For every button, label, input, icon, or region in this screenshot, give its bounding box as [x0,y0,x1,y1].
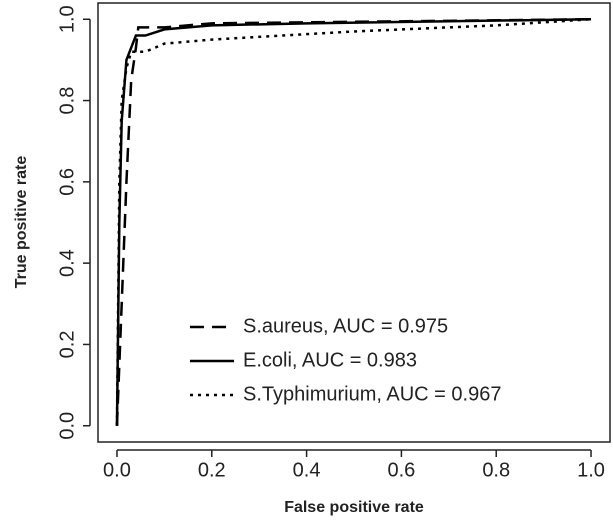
x-tick-label: 0.4 [293,459,321,481]
y-tick-label: 0.2 [56,331,78,359]
y-tick-label: 0.6 [56,168,78,196]
y-axis-label: True positive rate [13,156,30,289]
x-axis-label: False positive rate [284,499,424,516]
x-tick-label: 0.8 [482,459,510,481]
y-tick-label: 0.8 [56,87,78,115]
y-tick-label: 0.0 [56,412,78,440]
plot-frame [97,2,611,443]
x-tick-label: 0.6 [388,459,416,481]
legend-label: E.coli, AUC = 0.983 [243,349,417,371]
y-tick-label: 0.4 [56,249,78,277]
x-tick-label: 0.0 [103,459,131,481]
roc-curve [115,18,592,426]
y-tick-label: 1.0 [56,5,78,33]
x-tick-label: 1.0 [577,459,605,481]
legend-label: S.Typhimurium, AUC = 0.967 [243,383,501,405]
roc-curve [115,18,592,426]
legend-label: S.aureus, AUC = 0.975 [243,315,448,337]
x-tick-label: 0.2 [198,459,226,481]
roc-curve [115,18,592,426]
